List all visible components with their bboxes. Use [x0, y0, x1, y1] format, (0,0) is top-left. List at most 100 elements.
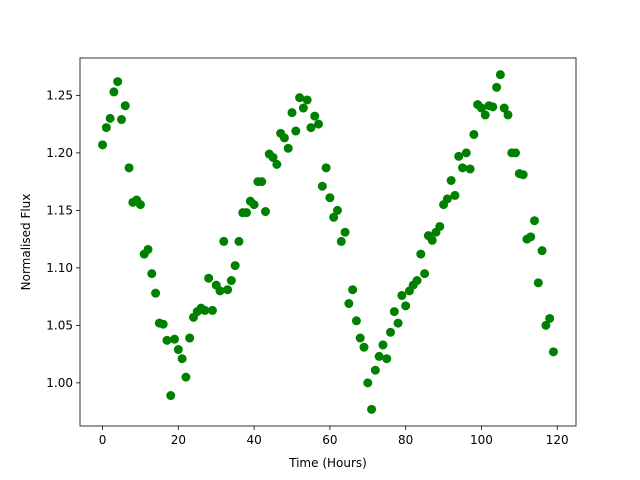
- point: [382, 354, 392, 364]
- x-tick-label: 120: [546, 433, 569, 447]
- point: [492, 82, 502, 92]
- point: [268, 152, 278, 162]
- point: [476, 103, 486, 113]
- point: [242, 208, 252, 218]
- point: [234, 236, 244, 246]
- point: [442, 194, 452, 204]
- point: [359, 342, 369, 352]
- point: [283, 143, 293, 153]
- point: [533, 278, 543, 288]
- point: [101, 123, 111, 133]
- point: [344, 299, 354, 309]
- point: [325, 193, 335, 203]
- point: [147, 269, 157, 279]
- point: [291, 126, 301, 136]
- point: [317, 181, 327, 191]
- y-tick-label: 1.20: [46, 146, 73, 160]
- point: [166, 391, 176, 401]
- point: [272, 159, 282, 169]
- point: [279, 133, 289, 143]
- point: [302, 95, 312, 105]
- point: [321, 163, 331, 173]
- point: [249, 200, 259, 210]
- point: [151, 288, 161, 298]
- y-tick-label: 1.10: [46, 261, 73, 275]
- point: [143, 244, 153, 254]
- point: [499, 103, 509, 113]
- point: [461, 148, 471, 158]
- y-tick-label: 1.05: [46, 318, 73, 332]
- point: [458, 163, 468, 173]
- plot-frame: [79, 57, 577, 427]
- x-tick-label: 0: [99, 433, 107, 447]
- point: [215, 286, 225, 296]
- point: [370, 365, 380, 375]
- point: [495, 70, 505, 80]
- point: [105, 113, 115, 123]
- point: [219, 236, 229, 246]
- x-tick-label: 100: [470, 433, 493, 447]
- point: [548, 347, 558, 357]
- point: [397, 290, 407, 300]
- point: [427, 235, 437, 245]
- point: [412, 276, 422, 286]
- point: [314, 119, 324, 129]
- point: [200, 305, 210, 315]
- point: [173, 345, 183, 355]
- point: [336, 236, 346, 246]
- point: [469, 129, 479, 139]
- point: [295, 93, 305, 103]
- point: [348, 285, 358, 295]
- x-tick-label: 60: [322, 433, 337, 447]
- point: [454, 151, 464, 161]
- y-tick-label: 1.25: [46, 88, 73, 102]
- point: [310, 111, 320, 121]
- point: [545, 313, 555, 323]
- point: [450, 190, 460, 200]
- point: [329, 212, 339, 222]
- point: [435, 221, 445, 231]
- point: [207, 305, 217, 315]
- point: [386, 327, 396, 337]
- point: [170, 334, 180, 344]
- point: [109, 87, 119, 97]
- point: [332, 205, 342, 215]
- y-tick-label: 1.15: [46, 203, 73, 217]
- point: [298, 103, 308, 113]
- point: [135, 200, 145, 210]
- point: [488, 102, 498, 112]
- point: [537, 246, 547, 256]
- point: [124, 163, 134, 173]
- point: [378, 340, 388, 350]
- point: [226, 276, 236, 286]
- point: [287, 108, 297, 118]
- point: [158, 319, 168, 329]
- point: [363, 378, 373, 388]
- point: [503, 110, 513, 120]
- point: [181, 372, 191, 382]
- point: [480, 110, 490, 120]
- point: [541, 320, 551, 330]
- point: [465, 164, 475, 174]
- point: [162, 335, 172, 345]
- point: [116, 115, 126, 125]
- point: [340, 227, 350, 237]
- point: [306, 123, 316, 133]
- point: [374, 351, 384, 361]
- point: [367, 404, 377, 414]
- y-axis-label: Normalised Flux: [19, 194, 33, 291]
- point: [185, 333, 195, 343]
- point: [98, 140, 108, 150]
- x-tick-label: 80: [398, 433, 413, 447]
- point: [230, 261, 240, 271]
- point: [393, 318, 403, 328]
- point: [446, 175, 456, 185]
- point: [223, 285, 233, 295]
- point: [511, 148, 521, 158]
- x-tick-label: 40: [246, 433, 261, 447]
- point: [260, 207, 270, 217]
- point: [351, 316, 361, 326]
- point: [355, 333, 365, 343]
